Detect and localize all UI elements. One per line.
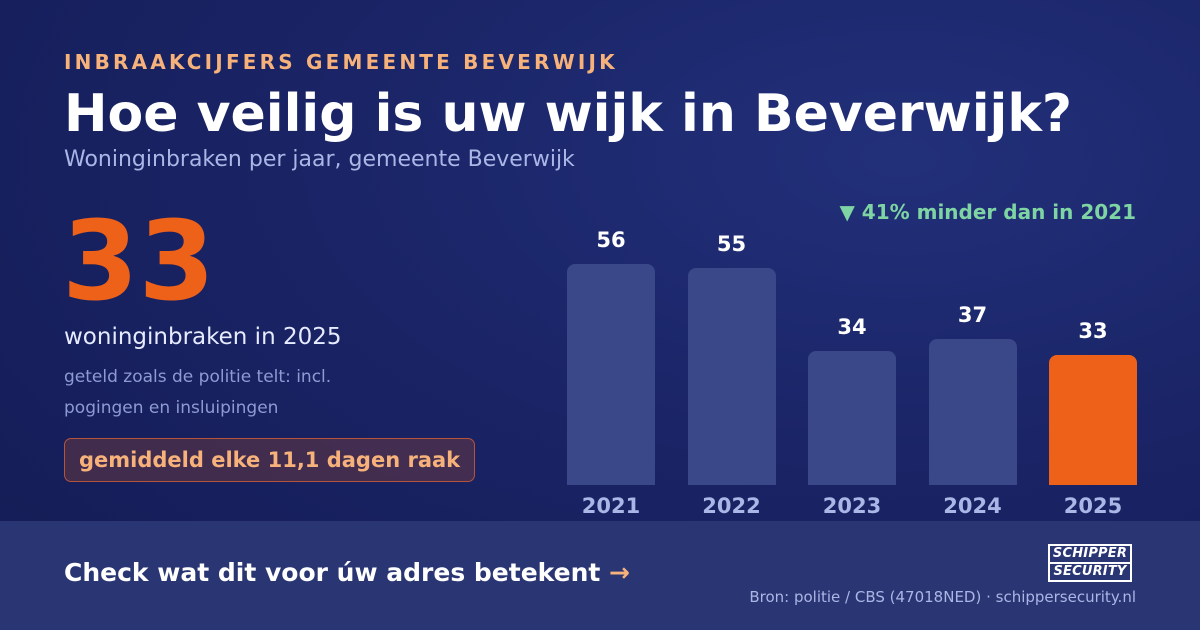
bar-2021	[567, 264, 655, 485]
x-tick-label: 2021	[581, 494, 641, 518]
brand-logo: SCHIPPER SECURITY	[1048, 544, 1132, 582]
x-tick-label: 2023	[822, 494, 882, 518]
bar-value-label: 55	[716, 231, 747, 256]
eyebrow-label: INBRAAKCIJFERS GEMEENTE BEVERWIJK	[64, 50, 618, 74]
bar-2024	[928, 338, 1017, 485]
bar-2022	[687, 267, 776, 485]
frequency-badge: gemiddeld elke 11,1 dagen raak	[64, 438, 476, 482]
trend-indicator: ▼ 41% minder dan in 2021	[839, 200, 1136, 224]
x-tick-label: 2024	[943, 494, 1002, 518]
highlight-caption: woninginbraken in 2025	[64, 324, 342, 350]
bar-value-label: 37	[957, 302, 988, 327]
bar-2025	[1049, 354, 1137, 485]
logo-line-1: SCHIPPER	[1052, 546, 1128, 561]
x-tick-label: 2022	[702, 494, 761, 518]
logo-line-2: SECURITY	[1050, 562, 1130, 580]
highlight-number: 33	[62, 197, 216, 325]
cta-text: Check wat dit voor úw adres betekent	[64, 558, 601, 587]
cta-link[interactable]: Check wat dit voor úw adres betekent →	[64, 558, 630, 587]
page-subtitle: Woninginbraken per jaar, gemeente Beverw…	[64, 147, 575, 172]
arrow-right-icon: →	[609, 558, 630, 587]
footer-band	[0, 521, 1200, 630]
page-title: Hoe veilig is uw wijk in Beverwijk?	[64, 84, 1073, 144]
bar-2023	[808, 350, 896, 485]
bar-value-label: 56	[596, 228, 626, 252]
bar-value-label: 34	[837, 314, 867, 339]
source-credit: Bron: politie / CBS (47018NED) · schippe…	[749, 588, 1136, 606]
counting-note: geteld zoals de politie telt: incl. pogi…	[64, 367, 332, 418]
bar-value-label: 33	[1078, 318, 1108, 343]
x-tick-label: 2025	[1063, 494, 1123, 518]
